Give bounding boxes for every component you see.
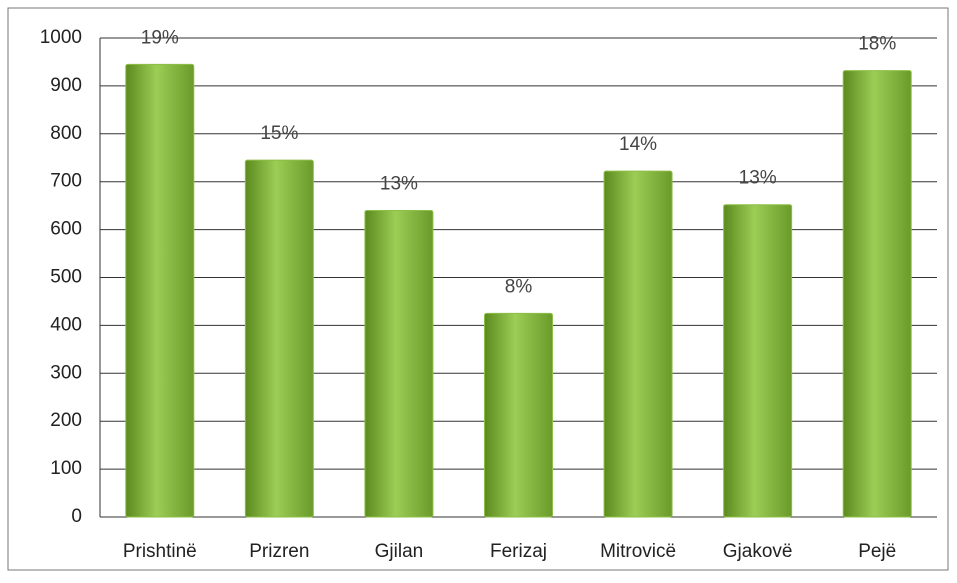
y-tick-label: 0 <box>71 506 82 527</box>
bar <box>244 159 314 518</box>
y-tick-label: 200 <box>50 410 82 431</box>
data-label: 18% <box>858 34 896 55</box>
bar <box>603 170 673 518</box>
bar <box>364 209 434 518</box>
data-label: 14% <box>619 134 657 155</box>
x-tick-label: Gjakovë <box>723 541 793 562</box>
x-tick-label: Gjilan <box>375 541 424 562</box>
x-tick-label: Pejë <box>858 541 896 562</box>
y-tick-label: 300 <box>50 362 82 383</box>
y-tick-label: 1000 <box>40 27 82 48</box>
data-label: 15% <box>260 123 298 144</box>
data-label: 19% <box>141 27 179 48</box>
y-tick-label: 400 <box>50 314 82 335</box>
bar <box>125 63 195 518</box>
y-tick-label: 700 <box>50 171 82 192</box>
x-tick-label: Ferizaj <box>490 541 547 562</box>
bar <box>484 312 553 518</box>
data-label: 8% <box>505 276 533 297</box>
data-label: 13% <box>380 173 418 194</box>
y-tick-label: 800 <box>50 123 82 144</box>
x-tick-label: Mitrovicë <box>600 541 676 562</box>
y-tick-label: 500 <box>50 267 82 288</box>
bar <box>842 70 912 518</box>
data-label: 13% <box>739 168 777 189</box>
bar <box>723 204 793 518</box>
y-tick-label: 600 <box>50 219 82 240</box>
y-tick-label: 900 <box>50 75 82 96</box>
x-tick-label: Prizren <box>249 541 309 562</box>
x-tick-label: Prishtinë <box>123 541 197 562</box>
y-tick-label: 100 <box>50 458 82 479</box>
